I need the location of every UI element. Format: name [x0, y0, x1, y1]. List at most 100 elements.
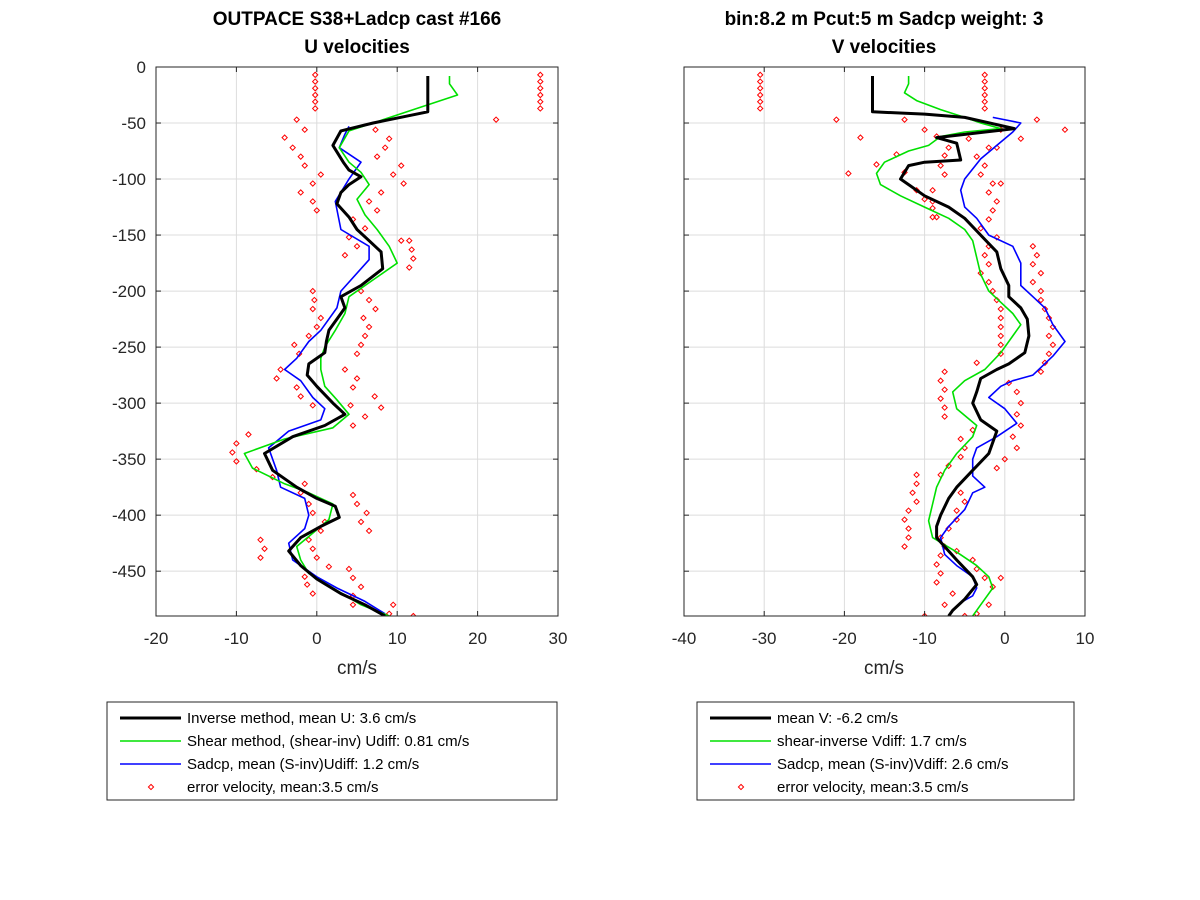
v-error-point — [1037, 368, 1045, 376]
u-error-point — [277, 366, 284, 373]
u-legend-label: error velocity, mean:3.5 cm/s — [187, 779, 378, 796]
u-error-point — [349, 384, 357, 391]
u-error-point — [317, 171, 325, 178]
u-error-point — [261, 545, 268, 553]
u-error-point — [341, 366, 349, 373]
u-error-point — [257, 554, 264, 562]
v-error-point — [845, 170, 852, 177]
u-error-point — [309, 590, 317, 597]
v-error-point — [1061, 126, 1069, 134]
v-error-point — [985, 216, 993, 223]
u-error-point — [365, 296, 373, 304]
u-error-point — [309, 180, 317, 187]
v-error-point — [961, 612, 969, 616]
u-error-point — [357, 341, 365, 349]
v-inverse-line — [871, 76, 1031, 616]
v-error-point — [1001, 455, 1009, 463]
u-error-point — [309, 402, 317, 409]
v-error-point — [1013, 444, 1021, 452]
u-error-point — [361, 413, 369, 420]
u-error-point — [257, 536, 264, 544]
v-error-point — [981, 162, 989, 169]
v-legend-label: Sadcp, mean (S-inv)Vdiff: 2.6 cm/s — [777, 756, 1008, 773]
u-error-point — [233, 440, 240, 447]
u-error-point — [245, 431, 252, 438]
u-error-point — [377, 404, 385, 411]
v-error-point — [1033, 116, 1041, 123]
v-error-point — [857, 134, 864, 141]
v-error-point — [989, 207, 997, 214]
u-error-point — [311, 296, 318, 304]
u-legend-label: Inverse method, mean U: 3.6 cm/s — [187, 710, 416, 727]
v-error-point — [905, 525, 912, 532]
u-error-point — [357, 583, 365, 591]
u-legend: Inverse method, mean U: 3.6 cm/s Shear me… — [106, 701, 558, 801]
u-error-point — [297, 393, 305, 400]
u-error-point — [361, 225, 369, 232]
v-error-point — [1017, 399, 1025, 407]
v-error-point — [997, 350, 1005, 358]
v-error-point — [997, 305, 1005, 313]
v-xtick-label: -40 — [672, 629, 697, 648]
v-xtick-label: 0 — [1000, 629, 1009, 648]
u-error-point — [537, 105, 544, 112]
v-error-point — [981, 78, 989, 85]
u-error-point — [345, 233, 353, 241]
v-error-point — [1041, 305, 1049, 313]
u-error-point — [349, 422, 357, 429]
left-title: OUTPACE S38+Ladcp cast #166 — [213, 9, 501, 30]
u-error-point — [311, 71, 319, 79]
v-error-point — [981, 251, 989, 259]
v-error-point — [993, 233, 1001, 241]
v-error-point — [1049, 341, 1057, 349]
v-error-point — [1029, 260, 1037, 268]
v-error-point — [833, 116, 840, 123]
u-error-point — [311, 105, 319, 112]
u-error-point — [537, 71, 544, 79]
v-error-point — [1029, 278, 1037, 286]
u-error-point — [353, 500, 361, 508]
v-error-point — [937, 570, 944, 577]
u-xtick-label: -10 — [224, 629, 249, 648]
u-error-point — [325, 563, 333, 571]
v-error-point — [921, 195, 928, 203]
u-ytick-label: 0 — [137, 58, 146, 77]
u-error-point — [385, 135, 393, 143]
v-error-point — [961, 498, 969, 506]
v-error-point — [1009, 433, 1017, 441]
left-subtitle: U velocities — [304, 37, 410, 58]
u-ytick-label: -250 — [112, 338, 146, 357]
u-legend-label: Sadcp, mean (S-inv)Udiff: 1.2 cm/s — [187, 756, 419, 773]
v-error-point — [1045, 350, 1053, 358]
u-error-point — [311, 84, 319, 92]
v-error-point — [756, 105, 764, 112]
v-error-point — [997, 332, 1005, 340]
u-error-point — [353, 375, 361, 382]
v-xlabel: cm/s — [864, 658, 904, 679]
v-error-point — [941, 601, 948, 609]
u-error-point — [311, 98, 319, 106]
v-error-point — [997, 323, 1005, 331]
v-error-point — [913, 498, 920, 506]
v-shear-line — [875, 76, 1022, 616]
u-error-point — [381, 144, 389, 151]
v-error-point — [997, 574, 1005, 582]
u-error-point — [373, 207, 381, 214]
v-error-point — [756, 91, 764, 99]
v-error-point — [937, 377, 944, 385]
v-error-point — [937, 552, 944, 559]
v-error-point — [921, 612, 928, 616]
v-error-point — [937, 162, 944, 169]
u-error-point — [303, 581, 311, 588]
u-error-point — [371, 393, 378, 400]
v-error-point — [941, 152, 948, 159]
u-error-point — [305, 332, 313, 340]
v-error-point — [985, 144, 993, 151]
v-error-point — [905, 534, 912, 541]
u-xtick-label: 30 — [549, 629, 568, 648]
u-sadcp-line — [267, 126, 386, 615]
v-velocity-axes: -40 -30 -20 -10 0 10 — [672, 66, 1094, 648]
v-error-point — [913, 471, 920, 479]
u-inverse-line — [263, 76, 430, 616]
v-plot-area — [684, 67, 1085, 616]
